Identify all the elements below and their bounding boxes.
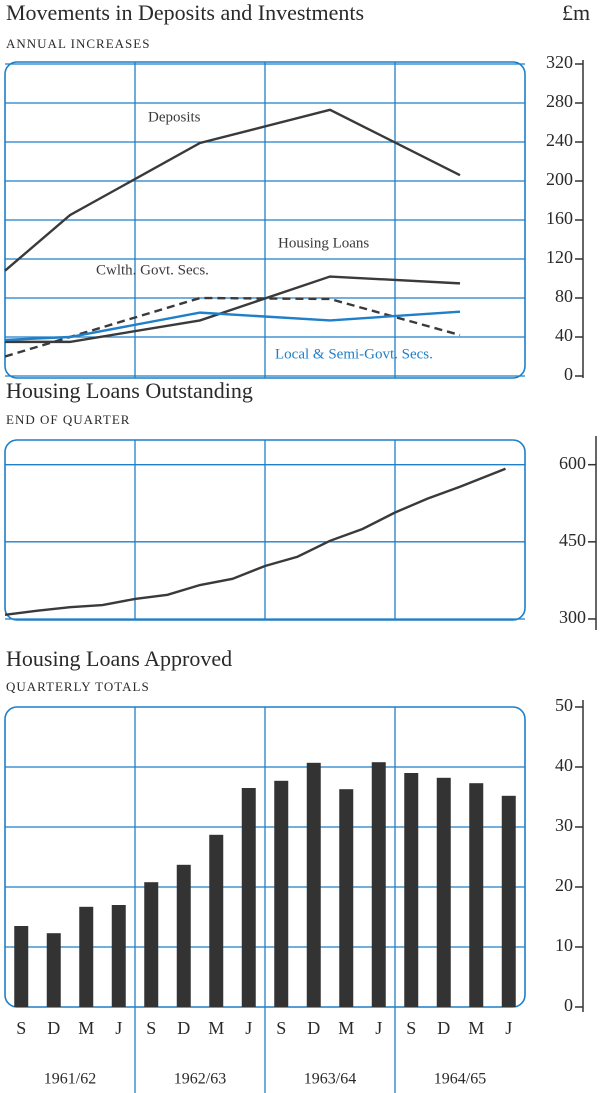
y-tick-label: 240: [546, 130, 573, 150]
x-tick-label: M: [468, 1018, 484, 1038]
bar: [241, 788, 256, 1007]
x-tick-label: S: [146, 1018, 156, 1038]
x-tick-label: D: [307, 1018, 320, 1038]
y-tick-label: 40: [555, 325, 573, 345]
x-tick-label: J: [505, 1018, 512, 1038]
unit-label: £m: [562, 0, 590, 25]
y-tick-label: 300: [559, 607, 586, 627]
x-tick-label: M: [78, 1018, 94, 1038]
y-tick-label: 600: [559, 453, 586, 473]
bar: [274, 780, 289, 1007]
bar: [501, 795, 516, 1007]
y-tick-label: 120: [546, 247, 573, 267]
x-tick-label: D: [177, 1018, 190, 1038]
bar: [209, 834, 224, 1007]
y-tick-label: 10: [555, 935, 573, 955]
chart-subtitle: ANNUAL INCREASES: [6, 36, 150, 51]
y-tick-label: 160: [546, 208, 573, 228]
plot-frame: [4, 706, 526, 1008]
x-tick-label: S: [406, 1018, 416, 1038]
bar: [371, 762, 386, 1007]
bar: [469, 783, 484, 1007]
bar: [436, 777, 451, 1007]
y-tick-label: 320: [546, 52, 573, 72]
chart-subtitle: END OF QUARTER: [6, 412, 130, 427]
bar: [111, 905, 126, 1007]
y-tick-label: 280: [546, 91, 573, 111]
bar: [306, 762, 321, 1007]
bar: [46, 933, 61, 1007]
group-label: 1962/63: [174, 1071, 226, 1088]
group-label: 1963/64: [304, 1071, 356, 1088]
bar: [404, 773, 419, 1007]
y-tick-label: 20: [555, 875, 573, 895]
x-tick-label: D: [437, 1018, 450, 1038]
x-tick-label: S: [276, 1018, 286, 1038]
x-tick-label: D: [47, 1018, 60, 1038]
series-line: [4, 467, 506, 617]
series-label: Housing Loans: [278, 235, 369, 251]
bar: [79, 906, 94, 1007]
x-tick-label: M: [338, 1018, 354, 1038]
group-label: 1964/65: [434, 1071, 486, 1088]
series-line: [4, 108, 461, 272]
x-tick-label: M: [208, 1018, 224, 1038]
series-label: Deposits: [148, 109, 201, 125]
series-line: [4, 310, 461, 342]
series-label: Cwlth. Govt. Secs.: [96, 262, 209, 278]
y-tick-label: 50: [555, 695, 573, 715]
group-label: 1961/62: [44, 1071, 96, 1088]
plot-frame: [4, 439, 526, 621]
series-line: [5, 275, 461, 344]
plot-frame: [4, 61, 526, 379]
x-tick-label: S: [16, 1018, 26, 1038]
y-tick-label: 450: [559, 530, 586, 550]
bar: [144, 882, 159, 1007]
y-tick-label: 30: [555, 815, 573, 835]
x-tick-label: J: [115, 1018, 122, 1038]
y-tick-label: 40: [555, 755, 573, 775]
bar: [339, 789, 354, 1007]
bar: [14, 926, 29, 1007]
y-tick-label: 0: [564, 364, 573, 384]
x-tick-label: J: [245, 1018, 252, 1038]
chart-subtitle: QUARTERLY TOTALS: [6, 679, 150, 694]
chart-title: Movements in Deposits and Investments: [6, 0, 364, 25]
y-tick-label: 80: [555, 286, 573, 306]
y-tick-label: 0: [564, 995, 573, 1015]
bar: [176, 864, 191, 1007]
y-tick-label: 200: [546, 169, 573, 189]
x-tick-label: J: [375, 1018, 382, 1038]
series-label: Local & Semi-Govt. Secs.: [275, 346, 433, 362]
chart-title: Housing Loans Outstanding: [6, 378, 253, 403]
chart-title: Housing Loans Approved: [6, 646, 232, 671]
